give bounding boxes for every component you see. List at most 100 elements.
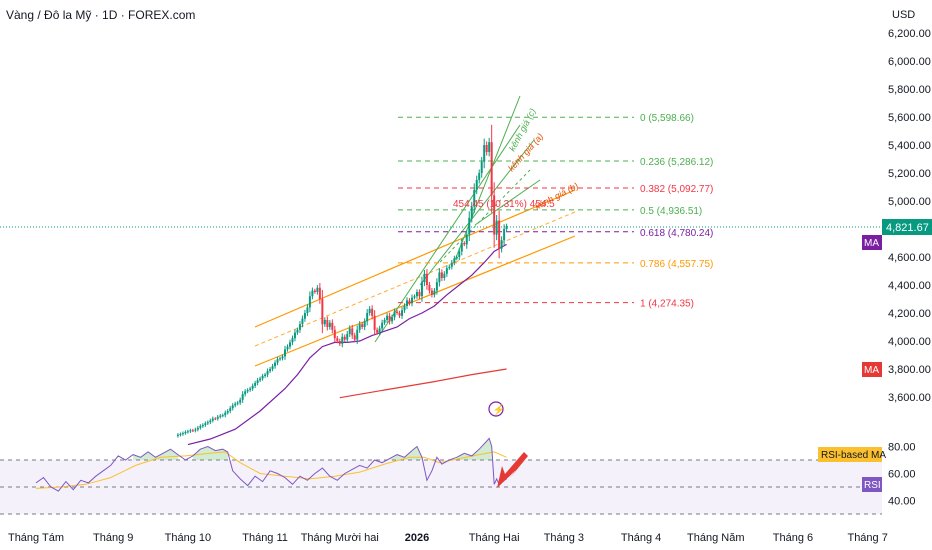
candle[interactable] [346,330,349,343]
candle[interactable] [393,308,396,321]
candle[interactable] [356,325,359,344]
candle[interactable] [323,317,326,327]
candle[interactable] [453,255,456,266]
candle[interactable] [483,138,486,169]
candle[interactable] [425,269,428,290]
candle[interactable] [264,372,267,378]
candle[interactable] [383,317,386,326]
candle[interactable] [244,389,247,397]
candle[interactable] [368,306,371,316]
candle[interactable] [251,383,254,391]
candle[interactable] [443,271,446,281]
candle[interactable] [306,304,309,317]
candle[interactable] [189,428,192,433]
candle[interactable] [254,380,257,389]
candle[interactable] [191,428,194,433]
candle[interactable] [206,420,209,426]
candle[interactable] [271,363,274,372]
candle[interactable] [261,373,264,381]
candle[interactable] [196,425,199,432]
candle[interactable] [326,316,329,331]
candle[interactable] [296,327,299,335]
candle[interactable] [413,294,416,300]
candle[interactable] [495,215,498,241]
candle[interactable] [281,354,284,361]
candle[interactable] [256,377,259,386]
candle[interactable] [493,182,496,248]
candle[interactable] [318,283,321,304]
candle[interactable] [274,360,277,369]
candle[interactable] [408,298,411,306]
candle[interactable] [376,327,379,335]
candle[interactable] [221,413,224,418]
candle[interactable] [445,265,448,277]
candle[interactable] [505,223,508,232]
candle[interactable] [373,310,376,336]
candle[interactable] [184,430,187,435]
candle[interactable] [450,259,453,270]
price-axis[interactable]: 6,200.00 6,000.00 5,800.00 5,600.00 5,400.00… [888,28,931,404]
candle[interactable] [388,312,391,325]
candle[interactable] [348,325,351,338]
candle[interactable] [311,287,314,300]
candle[interactable] [284,345,286,360]
candle[interactable] [468,211,471,242]
candle[interactable] [214,417,217,421]
candle[interactable] [209,418,212,425]
candle[interactable] [440,269,443,282]
event-flash-icon[interactable]: ⚡ [488,401,505,417]
candle[interactable] [351,324,354,339]
candle[interactable] [224,410,227,418]
green-price-channel[interactable] [374,95,541,343]
time-axis[interactable]: Tháng Tám Tháng 9 Tháng 10 Tháng 11 Tháng Mư… [8,532,888,544]
candle[interactable] [286,344,289,352]
candle[interactable] [485,141,488,156]
candle[interactable] [321,290,324,334]
candle[interactable] [378,325,381,336]
candle[interactable] [303,309,306,322]
candle[interactable] [316,285,319,295]
candle[interactable] [435,278,438,295]
candle[interactable] [293,329,296,342]
candle[interactable] [448,264,451,271]
candle[interactable] [420,276,423,302]
candle[interactable] [418,289,421,299]
candle[interactable] [239,397,242,405]
candle[interactable] [430,287,433,298]
candle[interactable] [331,319,334,334]
candle[interactable] [308,291,311,313]
candle[interactable] [336,335,339,344]
candle[interactable] [246,388,249,394]
candle[interactable] [341,333,344,348]
candle[interactable] [266,368,269,378]
candle[interactable] [201,423,204,428]
candle[interactable] [241,391,244,403]
candle[interactable] [179,432,182,437]
candle[interactable] [475,175,478,195]
candle[interactable] [288,339,291,350]
orange-price-channel[interactable] [254,189,576,367]
rsi-axis[interactable]: 80.00 60.00 40.00 [888,442,916,508]
candle[interactable] [381,319,384,332]
candle[interactable] [353,332,356,343]
candle[interactable] [181,431,184,436]
candle[interactable] [398,310,401,319]
candle[interactable] [219,414,222,419]
candle[interactable] [500,236,503,253]
candle[interactable] [231,403,234,411]
candle[interactable] [249,386,252,392]
candle[interactable] [386,313,389,323]
candle[interactable] [463,241,466,247]
candle[interactable] [401,307,404,319]
candle[interactable] [391,314,394,325]
fibonacci-retracement[interactable]: 0 (5,598.66) 0.236 (5,286.12) 0.382 (5,092… [398,113,713,310]
candle[interactable] [259,376,262,383]
candle[interactable] [460,239,463,256]
candle[interactable] [480,157,483,178]
candle[interactable] [291,335,294,346]
candle[interactable] [470,201,473,223]
candle[interactable] [328,320,331,330]
candle[interactable] [211,416,214,423]
candle[interactable] [503,224,506,245]
